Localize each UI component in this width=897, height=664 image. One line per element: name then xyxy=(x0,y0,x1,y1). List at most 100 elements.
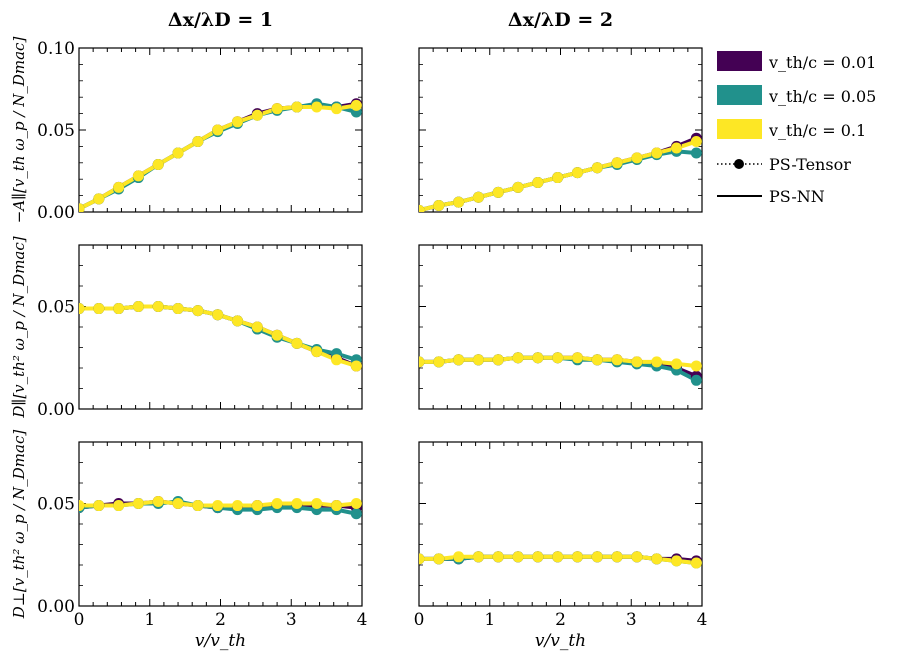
data-point xyxy=(631,152,643,164)
data-point xyxy=(552,172,564,184)
data-point xyxy=(690,360,702,372)
panel-frame xyxy=(418,244,703,410)
y-axis-label: −A∥[v_th ω_p / N_Dmac] xyxy=(10,37,28,224)
data-point xyxy=(571,352,583,364)
data-point xyxy=(192,135,204,147)
data-point xyxy=(152,301,164,312)
plot-area xyxy=(79,495,362,520)
data-point xyxy=(552,352,564,364)
legend-label: v_th/c = 0.1 xyxy=(768,121,866,140)
data-point xyxy=(419,204,425,212)
y-tick-label: 0.05 xyxy=(37,495,75,515)
x-tick-label: 3 xyxy=(286,610,297,630)
legend-label: v_th/c = 0.05 xyxy=(768,87,876,106)
data-point xyxy=(571,167,583,179)
data-point xyxy=(172,303,184,315)
legend-label: PS-Tensor xyxy=(769,155,851,174)
data-point xyxy=(631,356,643,368)
legend-marker xyxy=(734,159,744,169)
x-tick-label: 2 xyxy=(555,610,566,630)
legend-swatch xyxy=(717,51,762,71)
data-point xyxy=(532,176,544,188)
plot-area xyxy=(419,132,702,212)
data-point xyxy=(611,354,623,366)
y-axis-label: D∥[v_th² ω_p / N_Dmac] xyxy=(10,236,28,418)
data-point xyxy=(532,551,544,563)
y-tick-label: 0.10 xyxy=(37,39,75,59)
data-point xyxy=(651,356,663,368)
data-point xyxy=(350,360,362,372)
data-point xyxy=(611,157,623,169)
data-point xyxy=(231,116,243,128)
data-point xyxy=(453,354,465,366)
data-point xyxy=(433,553,445,565)
x-axis-label: v/v_th xyxy=(195,631,246,651)
data-point xyxy=(311,498,323,509)
data-point xyxy=(331,354,343,366)
data-point xyxy=(571,551,583,563)
plot-area xyxy=(419,551,702,569)
data-point xyxy=(192,305,204,317)
data-point xyxy=(512,181,524,193)
panel-frame xyxy=(78,244,363,410)
data-point xyxy=(350,498,362,509)
panel-r3-c1: 0.00 0.05 0 1 2 3 4 v/v_th D⊥[v_th² ω_p / N_Dmac… xyxy=(10,430,367,651)
data-point xyxy=(611,551,623,563)
plot-area xyxy=(79,301,362,372)
data-point xyxy=(132,301,144,312)
data-point xyxy=(690,557,702,569)
data-point xyxy=(591,551,603,563)
data-point xyxy=(350,508,362,520)
data-point xyxy=(453,196,465,208)
data-point xyxy=(492,551,504,563)
data-point xyxy=(453,551,465,563)
x-tick-label: 0 xyxy=(74,610,85,630)
legend-label: v_th/c = 0.01 xyxy=(768,53,876,72)
data-point xyxy=(492,354,504,366)
y-axis-label: D⊥[v_th² ω_p / N_Dmac] xyxy=(10,430,28,620)
data-point xyxy=(291,101,303,113)
data-point xyxy=(472,191,484,203)
x-tick-label: 1 xyxy=(144,610,155,630)
panel-r1-c2 xyxy=(418,47,703,213)
data-point xyxy=(552,551,564,563)
data-point xyxy=(79,203,85,212)
data-point xyxy=(212,124,224,136)
y-tick-label: 0.05 xyxy=(37,121,75,141)
data-point xyxy=(93,193,105,205)
data-point xyxy=(433,356,445,368)
panel-r3-c2: 0 1 2 3 4 v/v_th xyxy=(414,441,707,651)
data-point xyxy=(591,162,603,174)
data-point xyxy=(419,553,425,565)
data-point xyxy=(113,181,125,193)
data-point xyxy=(271,498,283,509)
data-point xyxy=(419,356,425,368)
panel-r2-c2 xyxy=(418,244,703,410)
series-dotted-line xyxy=(79,500,357,515)
panel-frame xyxy=(78,441,363,607)
data-point xyxy=(472,354,484,366)
data-point xyxy=(212,309,224,321)
data-point xyxy=(671,142,683,154)
data-point xyxy=(172,498,184,509)
data-point xyxy=(271,103,283,115)
data-point xyxy=(492,186,504,198)
data-point xyxy=(251,321,263,333)
data-point xyxy=(113,500,125,512)
y-tick-label: 0.00 xyxy=(37,400,75,420)
data-point xyxy=(311,346,323,358)
data-point xyxy=(251,500,263,512)
y-tick-label: 0.05 xyxy=(37,298,75,318)
data-point xyxy=(231,315,243,327)
panel-r1-c1: 0.00 0.05 0.10 −A∥[v_th ω_p / N_Dmac] xyxy=(10,37,363,224)
data-point xyxy=(512,551,524,563)
data-point xyxy=(311,101,323,113)
data-point xyxy=(152,495,164,507)
panel-frame xyxy=(418,441,703,607)
column-title-2: Δx/λD = 2 xyxy=(508,9,613,31)
panel-r2-c1: 0.00 0.05 D∥[v_th² ω_p / N_Dmac] xyxy=(10,236,363,420)
data-point xyxy=(291,337,303,349)
data-point xyxy=(231,500,243,512)
y-tick-label: 0.00 xyxy=(37,203,75,223)
data-point xyxy=(512,352,524,364)
